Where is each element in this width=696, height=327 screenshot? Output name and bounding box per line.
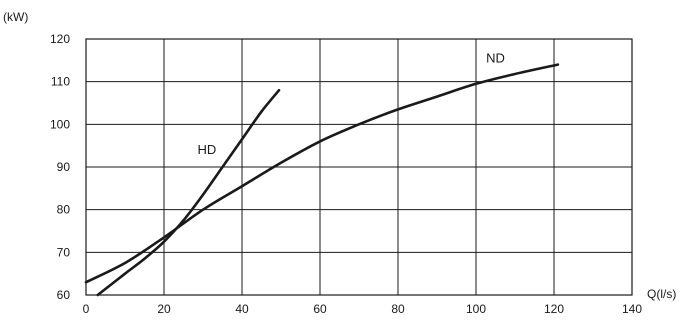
- y-tick-label: 70: [57, 245, 71, 259]
- x-tick-label: 140: [622, 302, 642, 316]
- x-tick-label: 100: [466, 302, 486, 316]
- y-tick-label: 100: [50, 117, 70, 131]
- y-tick-label: 90: [57, 160, 71, 174]
- curves: [84, 63, 560, 297]
- x-axis-unit-label: Q(l/s): [647, 287, 676, 301]
- grid: [86, 39, 632, 295]
- series-line-nd: [84, 63, 560, 284]
- y-tick-label: 120: [50, 32, 70, 46]
- x-tick-label: 0: [83, 302, 90, 316]
- x-tick-label: 60: [313, 302, 327, 316]
- series-label-hd: HD: [198, 142, 217, 157]
- x-tick-label: 20: [157, 302, 171, 316]
- y-tick-labels: 60 70 80 90 100 110 120: [50, 32, 70, 302]
- series-label-nd: ND: [486, 50, 505, 65]
- series-line-hd: [96, 88, 281, 297]
- x-tick-label: 40: [235, 302, 249, 316]
- y-tick-label: 60: [57, 288, 71, 302]
- y-axis-unit-label: (kW): [3, 10, 28, 24]
- y-tick-label: 110: [51, 75, 70, 89]
- y-tick-label: 80: [57, 203, 71, 217]
- x-tick-label: 80: [391, 302, 405, 316]
- x-tick-label: 120: [544, 302, 564, 316]
- x-tick-labels: 0 20 40 60 80 100 120 140: [83, 302, 643, 316]
- plot-frame: [85, 38, 633, 296]
- series-labels: HD ND: [198, 50, 505, 157]
